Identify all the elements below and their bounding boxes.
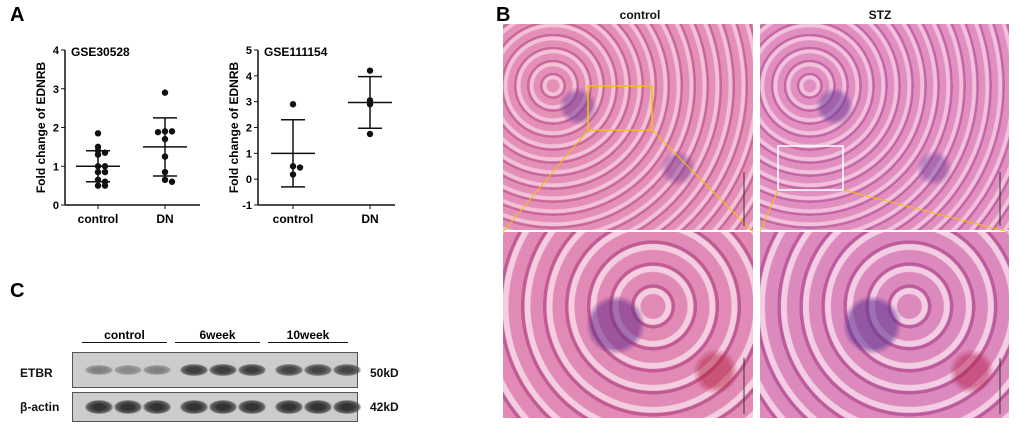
data-point xyxy=(94,163,102,170)
data-point xyxy=(168,178,176,185)
data-point xyxy=(101,163,109,170)
zoom-line xyxy=(651,129,754,233)
y-tick-label: 0 xyxy=(246,174,252,186)
y-tick-label: 2 xyxy=(246,123,252,135)
y-tick-label: 3 xyxy=(246,97,252,109)
data-point xyxy=(94,182,102,189)
x-tick-label: DN xyxy=(156,212,173,226)
blot-etbr xyxy=(72,352,361,388)
size-label-etbr: 50kD xyxy=(370,366,399,380)
blot-band xyxy=(333,400,361,414)
data-point xyxy=(161,176,169,184)
data-point xyxy=(161,89,169,96)
blot-band xyxy=(114,365,142,375)
blot-band xyxy=(275,363,303,377)
data-point xyxy=(94,151,102,158)
panel-label-c: C xyxy=(10,280,25,302)
panel-label-b: B xyxy=(496,4,511,26)
data-point xyxy=(154,128,162,136)
histology-control-zoom xyxy=(503,232,753,418)
zoom-box-control xyxy=(587,85,653,131)
zoom-box-stz xyxy=(777,145,844,191)
y-tick-label: 4 xyxy=(246,71,253,83)
histology-control-low-mag xyxy=(503,24,753,230)
data-point xyxy=(366,67,374,74)
blot-actin xyxy=(72,392,361,422)
y-tick-label: 2 xyxy=(53,123,59,135)
data-point xyxy=(161,135,169,143)
group-10week: 10week xyxy=(268,328,348,343)
col-label-stz: STZ xyxy=(868,8,892,22)
data-point xyxy=(161,153,169,160)
data-point xyxy=(296,164,304,171)
blot-band xyxy=(333,363,361,377)
data-point xyxy=(94,130,102,137)
group-control: control xyxy=(82,328,167,343)
y-tick-label: 0 xyxy=(53,200,59,212)
data-point xyxy=(366,101,374,108)
y-tick-label: 1 xyxy=(246,148,252,160)
data-point xyxy=(101,149,109,156)
data-point xyxy=(289,163,297,170)
blot-band xyxy=(180,400,208,414)
data-point xyxy=(289,171,297,178)
y-tick-label: 3 xyxy=(53,84,59,96)
data-point xyxy=(289,101,297,108)
blot-band xyxy=(275,400,303,414)
col-label-control: control xyxy=(619,8,661,22)
zoom-line xyxy=(759,189,779,233)
chart-title: GSE30528 xyxy=(71,45,130,59)
blot-band xyxy=(238,363,266,377)
y-tick-label: -1 xyxy=(242,200,252,212)
data-point xyxy=(94,176,102,184)
y-tick-label: 5 xyxy=(246,45,252,57)
chart-title: GSE111154 xyxy=(264,45,328,59)
blot-band xyxy=(304,400,332,414)
zoom-line xyxy=(502,129,589,233)
group-6week: 6week xyxy=(175,328,260,343)
row-label-actin: β-actin xyxy=(20,400,60,414)
histology-stz-low-mag xyxy=(760,24,1009,230)
y-axis-label: Fold change of EDNRB xyxy=(227,62,241,194)
zoom-line xyxy=(842,189,1010,233)
x-tick-label: control xyxy=(273,212,314,226)
data-point xyxy=(161,128,169,135)
row-label-etbr: ETBR xyxy=(20,366,53,380)
data-point xyxy=(101,168,109,176)
data-point xyxy=(101,182,109,189)
data-point xyxy=(168,128,176,135)
blot-band xyxy=(114,400,142,414)
blot-band xyxy=(304,363,332,377)
scatter-charts: 0 1 2 3 4 GSE30528 Fold change of EDNRB control… xyxy=(34,45,395,226)
panel-label-a: A xyxy=(10,4,25,26)
blot-band xyxy=(238,400,266,414)
blot-band xyxy=(85,365,113,375)
x-tick-label: DN xyxy=(361,212,378,226)
histology-stz-zoom xyxy=(760,232,1009,418)
blot-band xyxy=(209,400,237,414)
data-point xyxy=(161,168,169,176)
blot-band xyxy=(143,365,171,375)
y-axis-label: Fold change of EDNRB xyxy=(34,62,48,194)
size-label-actin: 42kD xyxy=(370,400,399,414)
blot-band xyxy=(85,400,113,414)
x-tick-label: control xyxy=(78,212,119,226)
blot-band xyxy=(143,400,171,414)
blot-band xyxy=(209,363,237,377)
y-tick-label: 1 xyxy=(53,161,59,173)
y-tick-label: 4 xyxy=(53,45,60,57)
data-point xyxy=(366,130,374,138)
blot-band xyxy=(180,363,208,377)
data-point xyxy=(94,168,102,176)
